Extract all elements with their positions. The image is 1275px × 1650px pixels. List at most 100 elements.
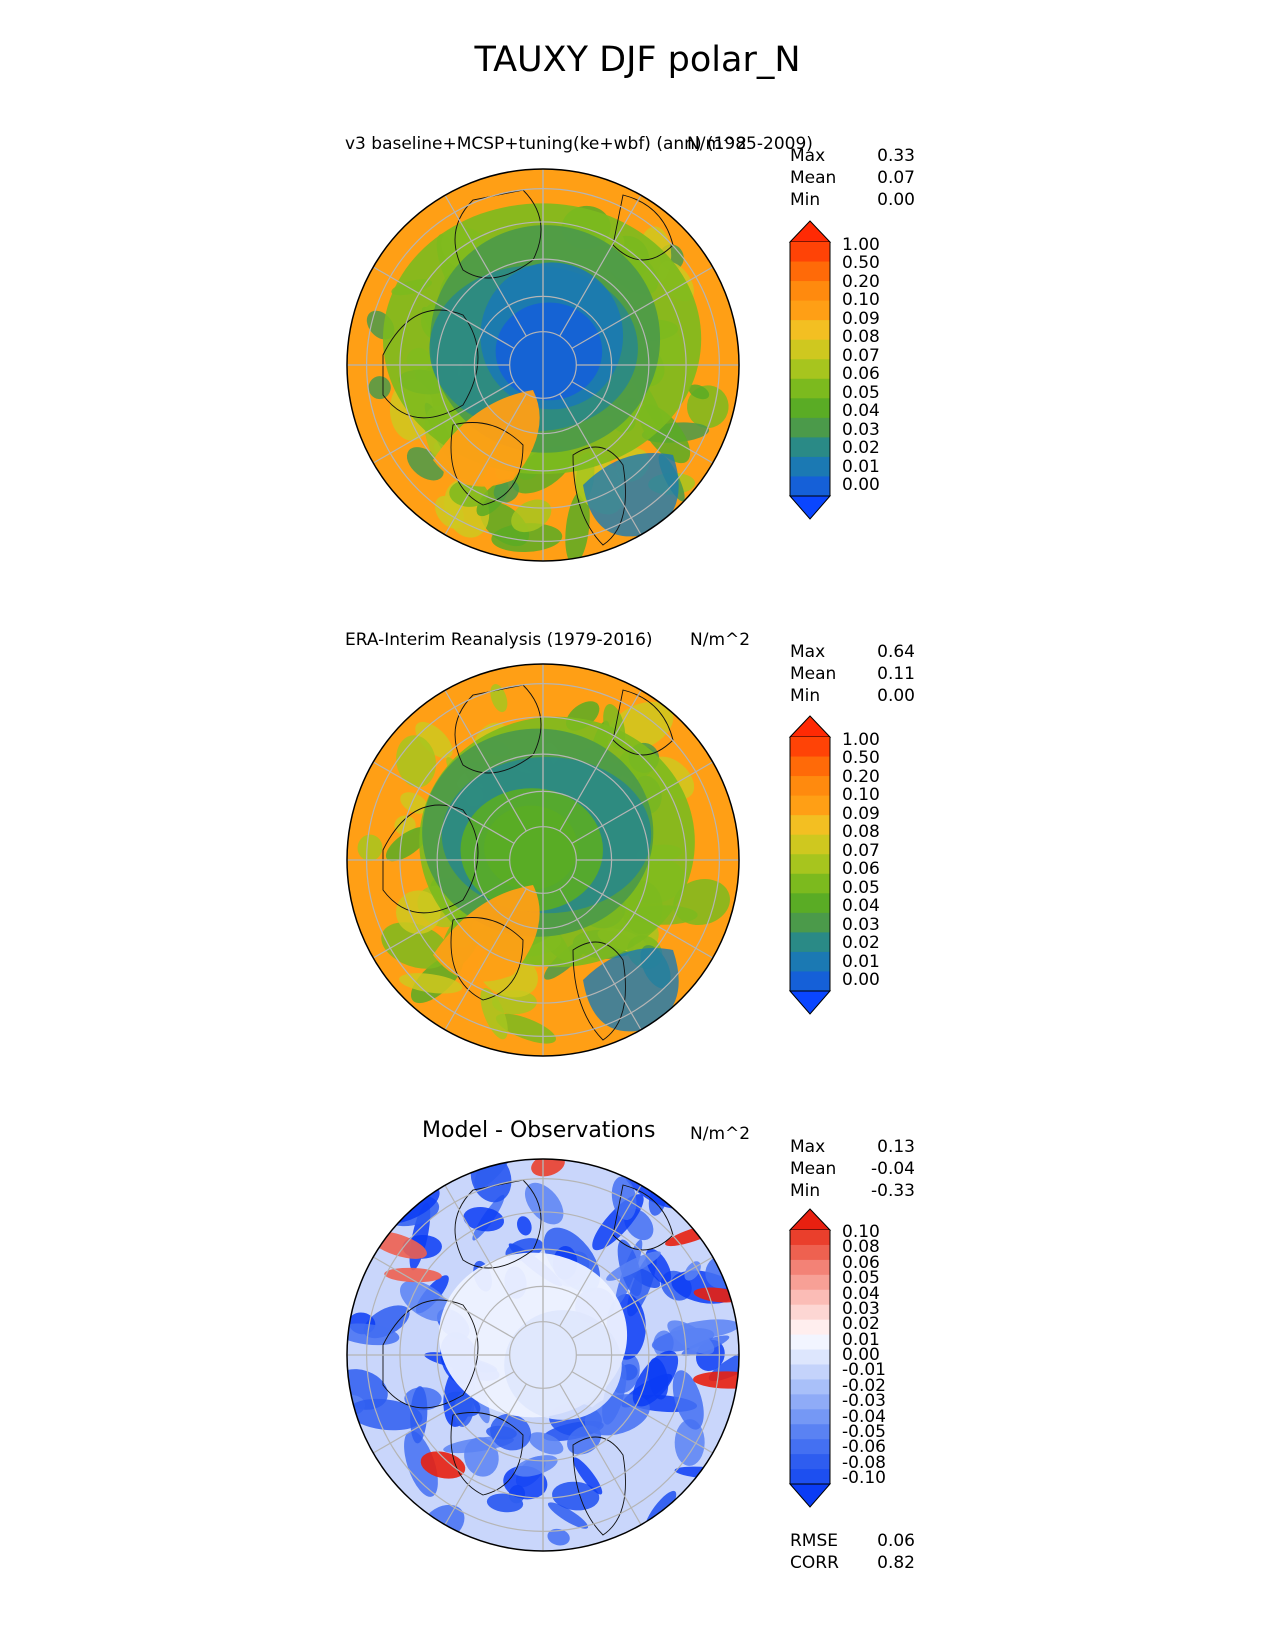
colorbar-segment	[790, 1274, 830, 1291]
panel3-colorbar	[788, 1208, 832, 1508]
field-layer	[347, 169, 739, 561]
panel1-stats: Max 0.33 Mean 0.07 Min 0.00	[790, 145, 915, 211]
colorbar-segment	[790, 1349, 830, 1365]
colorbar-tick-label: 0.06	[842, 859, 880, 880]
field-patch	[648, 1357, 669, 1400]
panel2-title: ERA-Interim Reanalysis (1979-2016)	[345, 630, 653, 650]
colorbar-tick-label: 0.01	[842, 456, 880, 477]
coastline	[450, 917, 524, 1001]
map-boundary	[346, 1158, 740, 1552]
colorbar-tick-label: -0.02	[842, 1375, 886, 1396]
colorbar-tick-label: 0.20	[842, 271, 880, 292]
graticule	[347, 1159, 739, 1551]
field-patch	[565, 491, 590, 561]
panel2-polar-map	[346, 663, 740, 1057]
panel2-stats: Max 0.64 Mean 0.11 Min 0.00	[790, 641, 915, 707]
panel2-units: N/m^2	[690, 630, 751, 650]
colorbar-segment	[790, 281, 830, 302]
panel3-polar-map	[346, 1158, 740, 1552]
panel1-units: N/m^2	[687, 134, 748, 154]
colorbar-tick-label: 0.10	[842, 1222, 880, 1242]
colorbar-segment	[790, 456, 830, 477]
field-layer	[347, 664, 739, 1056]
panel1-colorbar	[788, 220, 832, 520]
field-patch	[583, 948, 679, 1032]
colorbar-segment	[790, 776, 830, 797]
field-patch	[547, 1502, 589, 1529]
colorbar-segment	[790, 339, 830, 360]
field-patch	[381, 922, 450, 969]
colorbar-tick-label: 0.02	[842, 1314, 880, 1335]
panel2-stat-max: Max 0.64	[790, 642, 915, 662]
colorbar-segment	[790, 1439, 830, 1455]
field-patch	[528, 1432, 564, 1455]
figure-title: TAUXY DJF polar_N	[474, 40, 801, 80]
colorbar-tick-label: -0.05	[842, 1421, 886, 1442]
colorbar-tick-label: -0.03	[842, 1391, 886, 1412]
field-patch	[572, 1457, 603, 1495]
colorbar-segment	[790, 417, 830, 438]
field-patch	[399, 973, 463, 994]
colorbar-extend-max	[788, 1208, 832, 1231]
panel3-stat-min: Min -0.33	[790, 1181, 915, 1201]
colorbar-segment	[790, 854, 830, 875]
colorbar-tick-label: -0.01	[842, 1360, 886, 1381]
colorbar-tick-label: 0.00	[842, 1345, 880, 1365]
field-patch	[492, 990, 537, 1015]
colorbar-tick-label: 1.00	[842, 235, 880, 255]
colorbar-segment	[790, 1379, 830, 1395]
field-patch	[552, 1481, 600, 1511]
panel2-stat-min: Min 0.00	[790, 686, 915, 706]
colorbar-tick-label: 0.07	[842, 345, 880, 366]
field-band	[484, 805, 578, 890]
coastline	[450, 1412, 524, 1496]
panel1-title: v3 baseline+MCSP+tuning(ke+wbf) (ann) (1…	[345, 134, 813, 154]
colorbar-extend-min	[788, 495, 832, 520]
coastline	[382, 309, 479, 419]
panel3-stat-corr: CORR 0.82	[790, 1553, 915, 1573]
field-patch	[673, 879, 730, 926]
panel1-polar-map	[346, 168, 740, 562]
colorbar-segment	[790, 756, 830, 777]
panel1-colorbar-labels: 1.00 0.50 0.20 0.10 0.09 0.08 0.07 0.06 0.05 0.04…	[842, 237, 902, 494]
colorbar-segment	[790, 1469, 830, 1485]
colorbar-segment	[790, 1334, 830, 1351]
panel1-stat-min: Min 0.00	[790, 190, 915, 210]
colorbar-segment	[790, 320, 830, 341]
field-band	[504, 1310, 622, 1420]
colorbar-tick-label: 0.01	[842, 951, 880, 972]
panel1-stat-mean: Mean 0.07	[790, 168, 915, 188]
colorbar-tick-label: 0.06	[842, 364, 880, 385]
colorbar-tick-label: 0.00	[842, 970, 880, 990]
panel2-colorbar-labels: 1.00 0.50 0.20 0.10 0.09 0.08 0.07 0.06 0.05 0.04…	[842, 732, 902, 989]
colorbar-segment	[790, 1394, 830, 1410]
field-patch	[672, 1370, 704, 1430]
panel2-colorbar	[788, 715, 832, 1015]
coastline	[572, 941, 626, 1041]
colorbar-tick-label: 0.08	[842, 822, 880, 843]
panel1-stat-max: Max 0.33	[790, 146, 915, 166]
colorbar-segment	[790, 912, 830, 933]
colorbar-segment	[790, 1230, 830, 1246]
panel3-units: N/m^2	[690, 1124, 751, 1144]
panel3-stat-rmse: RMSE 0.06	[790, 1531, 915, 1551]
field-patch	[415, 721, 453, 759]
colorbar-segment	[790, 1319, 830, 1336]
colorbar-tick-label: 0.04	[842, 896, 880, 917]
field-patch	[567, 1425, 602, 1455]
colorbar-tick-label: 0.05	[842, 877, 880, 898]
field-patch	[693, 1371, 739, 1389]
colorbar-segment	[790, 1259, 830, 1276]
field-patch	[547, 1528, 570, 1546]
map-boundary	[346, 663, 740, 1057]
colorbar-segment	[790, 873, 830, 894]
colorbar-tick-label: 0.03	[842, 419, 880, 440]
graticule	[347, 664, 739, 1056]
field-patch	[433, 885, 540, 982]
colorbar-tick-label: -0.10	[842, 1468, 886, 1488]
colorbar-tick-label: 0.09	[842, 803, 880, 824]
colorbar-extend-max	[788, 715, 832, 738]
colorbar-segment	[790, 834, 830, 855]
colorbar-segment	[790, 795, 830, 816]
colorbar-tick-label: 0.50	[842, 253, 880, 274]
